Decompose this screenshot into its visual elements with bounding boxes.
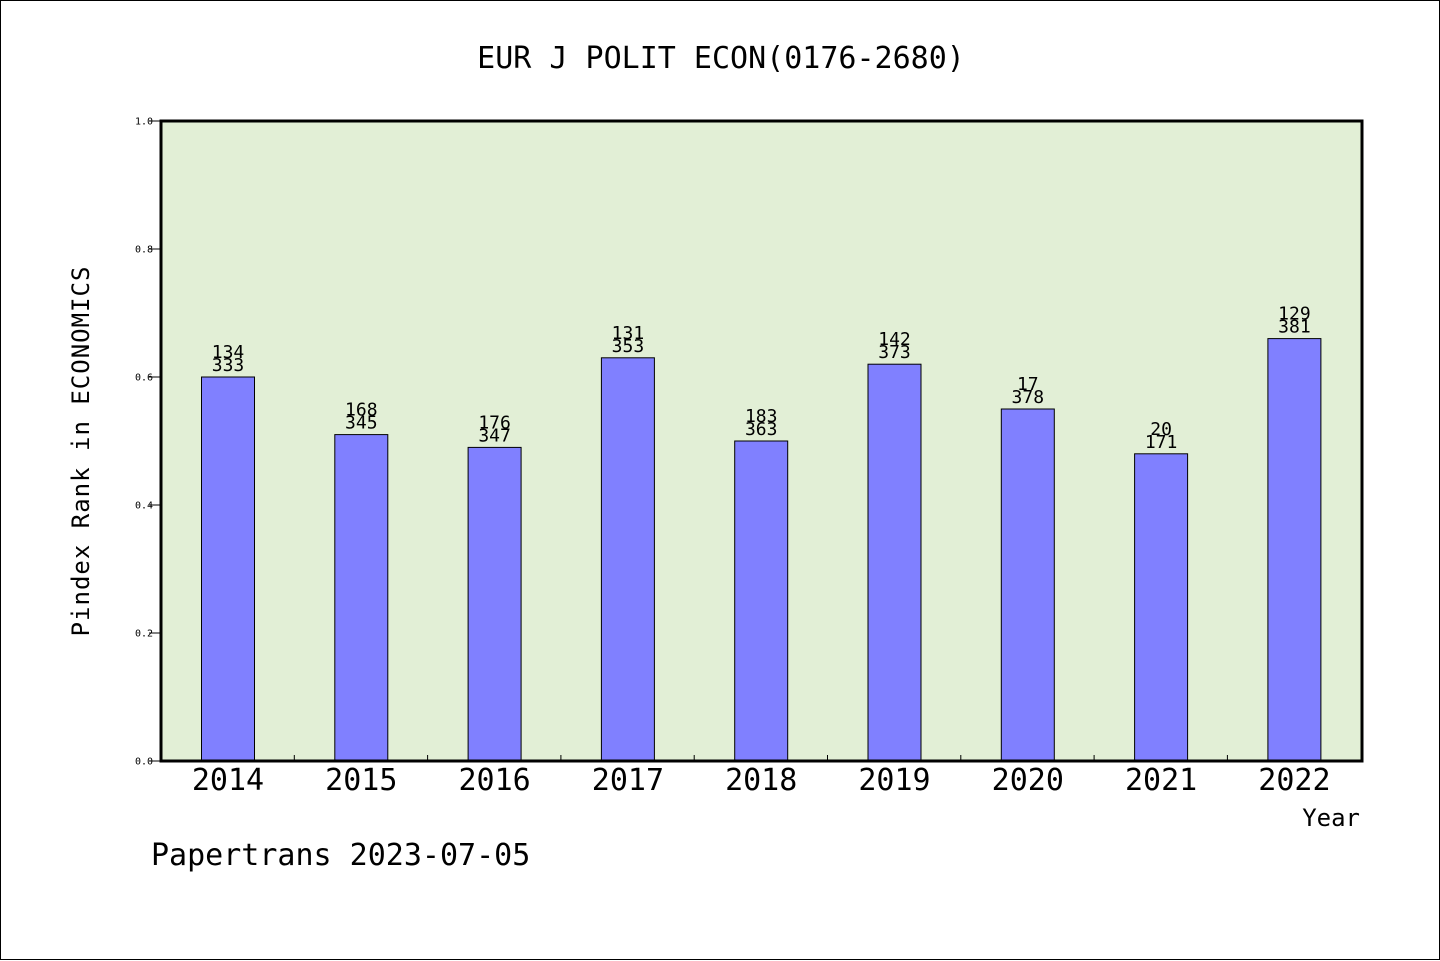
- y-tick-label-0.0: 0.0: [135, 757, 153, 768]
- x-tick-label-2015: 2015: [325, 763, 397, 798]
- y-tick-label-0.4: 0.4: [135, 501, 153, 512]
- bar-total-label-2016: 347: [478, 425, 511, 446]
- bar-rank-label-2020: 17: [1017, 374, 1039, 395]
- x-axis-label: Year: [1302, 804, 1360, 832]
- y-axis-label: Pindex Rank in ECONOMICS: [67, 266, 95, 637]
- bar-2014: [201, 376, 255, 762]
- bar-rank-label-2015: 168: [345, 400, 378, 421]
- bar-2016: [467, 446, 522, 762]
- bar-2015: [334, 434, 389, 762]
- bar-2021: [1134, 453, 1189, 762]
- x-tick-label-2019: 2019: [858, 763, 930, 798]
- bar-2018: [734, 440, 789, 762]
- bar-rank-label-2014: 134: [212, 342, 245, 363]
- bar-2019: [867, 363, 922, 762]
- footer-stamp: Papertrans 2023-07-05: [151, 838, 530, 873]
- x-tick-label-2021: 2021: [1125, 763, 1197, 798]
- bar-rank-label-2017: 131: [612, 323, 645, 344]
- x-tick-label-2020: 2020: [992, 763, 1064, 798]
- chart-title: EUR J POLIT ECON(0176-2680): [477, 41, 965, 76]
- bar-2017: [600, 357, 655, 762]
- bar-total-label-2022: 381: [1278, 317, 1311, 338]
- plot-border: [159, 119, 1364, 763]
- x-tick-label-2017: 2017: [592, 763, 664, 798]
- bar-total-label-2019: 373: [878, 342, 911, 363]
- x-tick-label-2018: 2018: [725, 763, 797, 798]
- x-ticks-group: 2014 2015 2016 2017 2018 2019 2020 2021 2022: [192, 755, 1331, 798]
- x-tick-label-2014: 2014: [192, 763, 264, 798]
- bar-total-label-2014: 333: [212, 355, 245, 376]
- y-tick-label-0.6: 0.6: [135, 373, 153, 384]
- bar-2022: [1267, 338, 1322, 762]
- bar-rank-label-2021: 20: [1150, 419, 1172, 440]
- y-tick-label-0.8: 0.8: [135, 245, 153, 256]
- bar-rank-label-2022: 129: [1278, 304, 1311, 325]
- bar-total-label-2020: 378: [1012, 387, 1045, 408]
- y-tick-label-1.0: 1.0: [135, 117, 153, 128]
- bar-rank-label-2019: 142: [878, 329, 911, 350]
- bars-group: [201, 338, 1322, 762]
- bar-2020: [1000, 408, 1055, 762]
- bar-total-label-2017: 353: [612, 336, 645, 357]
- x-tick-label-2016: 2016: [458, 763, 530, 798]
- bar-total-label-2021: 171: [1145, 432, 1178, 453]
- x-tick-label-2022: 2022: [1258, 763, 1330, 798]
- bar-total-label-2018: 363: [745, 419, 778, 440]
- bar-rank-label-2018: 183: [745, 406, 778, 427]
- y-ticks-group: 0.0 0.2 0.4 0.6 0.8 1.0: [135, 117, 161, 768]
- bar-rank-label-2016: 176: [478, 412, 511, 433]
- y-tick-label-0.2: 0.2: [135, 629, 153, 640]
- bar-total-label-2015: 345: [345, 413, 378, 434]
